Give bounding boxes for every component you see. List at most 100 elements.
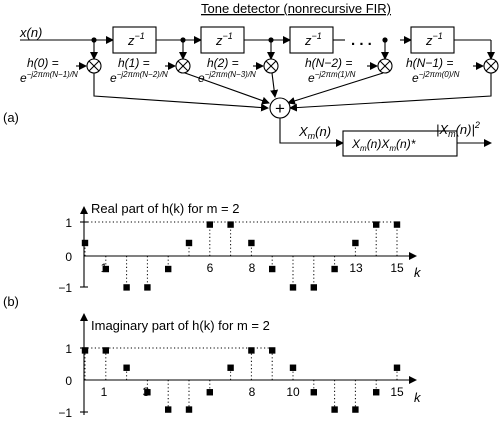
- svg-text:h(0) =: h(0) =: [27, 56, 59, 70]
- svg-text:h(2) =: h(2) =: [207, 56, 239, 70]
- delay-block-2: z−1: [200, 26, 245, 54]
- imag-point-0: [81, 347, 89, 354]
- svg-text:e−j2πm(N−3)/N: e−j2πm(N−3)/N: [198, 70, 256, 85]
- tap-label-1: h(1) = e−j2πm(N−2)/N: [110, 56, 168, 85]
- svg-text:e−j2πm(0)/N: e−j2πm(0)/N: [412, 70, 460, 85]
- real-point-0: [81, 239, 89, 247]
- imag-point-3: [144, 389, 151, 396]
- sum-feeds: [93, 72, 492, 112]
- real-ytick-neg1: −1: [58, 281, 72, 295]
- real-point-2: [123, 284, 130, 291]
- tap-branches: [90, 37, 495, 60]
- multiplier-0: [86, 58, 102, 74]
- imag-point-9: [269, 347, 276, 354]
- real-point-11: [310, 284, 317, 291]
- imag-point-10: [289, 364, 297, 371]
- real-point-6: [206, 221, 213, 228]
- imag-xlabel: k: [414, 390, 422, 405]
- imag-xtick-15: 15: [390, 385, 404, 399]
- imag-point-4: [165, 406, 172, 413]
- sum-symbol: +: [275, 99, 285, 118]
- real-point-8: [248, 239, 255, 247]
- imag-point-13: [352, 406, 359, 413]
- diagram-title: Tone detector (nonrecursive FIR): [201, 1, 391, 16]
- svg-text:e−j2πm(N−2)/N: e−j2πm(N−2)/N: [110, 70, 168, 85]
- imag-title: Imaginary part of h(k) for m = 2: [91, 318, 270, 333]
- imag-ytick-0: 0: [65, 374, 72, 388]
- svg-text:h(1) =: h(1) =: [118, 56, 150, 70]
- real-point-3: [144, 284, 151, 291]
- imag-point-7: [227, 364, 234, 371]
- real-xlabel: k: [414, 265, 422, 280]
- delay-block-1: z−1: [112, 26, 157, 54]
- real-point-13: [352, 239, 359, 247]
- delay-z: z: [127, 33, 135, 48]
- real-point-1: [102, 265, 109, 273]
- input-label: x(n): [19, 25, 42, 40]
- imag-point-12: [331, 406, 338, 413]
- imag-point-8: [248, 347, 255, 354]
- delay-exp: −1: [312, 31, 322, 41]
- svg-text:z−1: z−1: [304, 31, 322, 48]
- real-point-15: [393, 221, 401, 228]
- ellipsis: . . .: [351, 32, 372, 49]
- multiplier-3: [377, 58, 393, 74]
- delay-z: z: [215, 33, 223, 48]
- delay-z: z: [304, 33, 312, 48]
- imag-point-14: [373, 389, 380, 396]
- real-point-14: [373, 221, 380, 228]
- real-xtick-1: 1: [101, 261, 108, 275]
- imag-point-11: [310, 389, 317, 396]
- real-point-12: [331, 265, 338, 273]
- svg-text:z−1: z−1: [127, 31, 145, 48]
- output-label: Xm(n): [298, 124, 331, 141]
- imag-part-plot: Imaginary part of h(k) for m = 2 1 0 −1 …: [58, 313, 422, 420]
- tap-label-0: h(0) = e−j2πm(N−1)/N: [20, 56, 78, 85]
- block-diagram: Tone detector (nonrecursive FIR) x(n) z−…: [3, 1, 499, 157]
- multipliers: [86, 58, 499, 74]
- real-part-plot: Real part of h(k) for m = 2 1 0 −1 k 1 6…: [58, 201, 422, 295]
- summer: +: [269, 97, 291, 119]
- magnitude-label: |Xm(n)|2: [436, 120, 480, 139]
- product-box-label: Xm(n)Xm(n)*: [351, 137, 416, 153]
- real-xtick-13: 13: [349, 261, 363, 275]
- svg-text:h(N−2) =: h(N−2) =: [305, 56, 352, 70]
- svg-text:e−j2πm(N−1)/N: e−j2πm(N−1)/N: [20, 70, 78, 85]
- real-ytick-0: 0: [65, 250, 72, 264]
- real-xtick-6: 6: [207, 261, 214, 275]
- imag-ytick-neg1: −1: [58, 406, 72, 420]
- imag-ytick-1: 1: [65, 342, 72, 356]
- imag-point-6: [206, 389, 213, 396]
- real-xtick-8: 8: [249, 261, 256, 275]
- real-stems: [81, 221, 401, 291]
- real-point-10: [289, 284, 297, 291]
- real-ytick-1: 1: [65, 216, 72, 230]
- svg-text:e−j2πm(1)/N: e−j2πm(1)/N: [308, 70, 356, 85]
- real-point-9: [269, 265, 276, 273]
- real-point-5: [185, 239, 193, 247]
- tap-label-3: h(N−2) = e−j2πm(1)/N: [305, 56, 356, 85]
- delay-exp: −1: [433, 31, 443, 41]
- tap-label-4: h(N−1) = e−j2πm(0)/N: [406, 56, 460, 85]
- real-title: Real part of h(k) for m = 2: [91, 201, 239, 216]
- imag-stems: [81, 347, 401, 413]
- output-path: Xm(n) Xm(n)Xm(n)* |Xm(n)|2: [279, 118, 492, 157]
- delay-z: z: [425, 33, 433, 48]
- real-xtick-15: 15: [390, 261, 404, 275]
- delay-block-4: z−1: [410, 26, 455, 54]
- panel-label-a: (a): [3, 110, 19, 125]
- svg-text:z−1: z−1: [215, 31, 233, 48]
- delay-block-3: z−1: [289, 26, 334, 54]
- multiplier-1: [175, 58, 191, 74]
- svg-text:h(N−1) =: h(N−1) =: [406, 56, 453, 70]
- imag-xtick-8: 8: [249, 385, 256, 399]
- imag-point-2: [123, 364, 130, 371]
- imag-xtick-3: 3: [143, 385, 150, 399]
- imag-point-15: [393, 364, 401, 371]
- real-point-4: [165, 265, 172, 273]
- imag-xtick-10: 10: [286, 385, 300, 399]
- multiplier-4: [483, 58, 499, 74]
- tap-label-2: h(2) = e−j2πm(N−3)/N: [198, 56, 256, 85]
- imag-xtick-1: 1: [101, 385, 108, 399]
